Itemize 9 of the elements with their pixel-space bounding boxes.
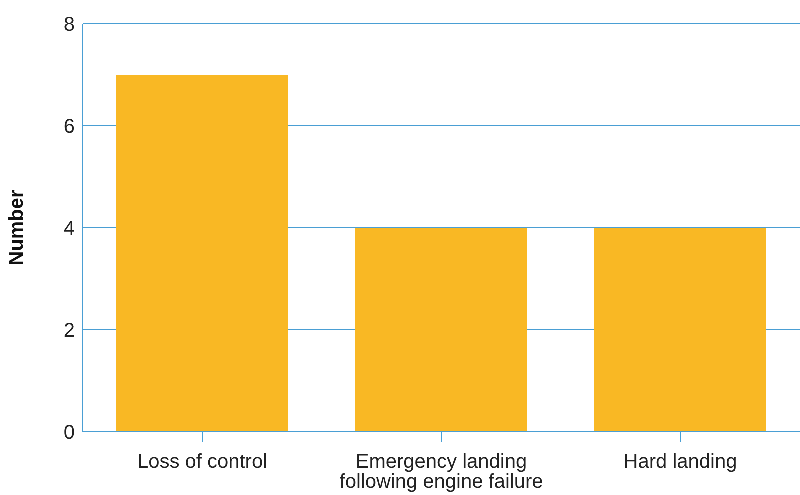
x-tick-label: Emergency landing following engine failure	[340, 451, 544, 494]
y-tick-label: 4	[64, 218, 75, 240]
y-tick-label: 0	[64, 422, 75, 444]
x-tick-label: Loss of control	[137, 451, 268, 474]
x-tick-label: Hard landing	[624, 451, 738, 474]
y-tick-label: 2	[64, 320, 75, 342]
y-tick-label: 8	[64, 14, 75, 36]
y-axis-title: Number	[6, 190, 28, 266]
y-tick-label: 6	[64, 116, 75, 138]
